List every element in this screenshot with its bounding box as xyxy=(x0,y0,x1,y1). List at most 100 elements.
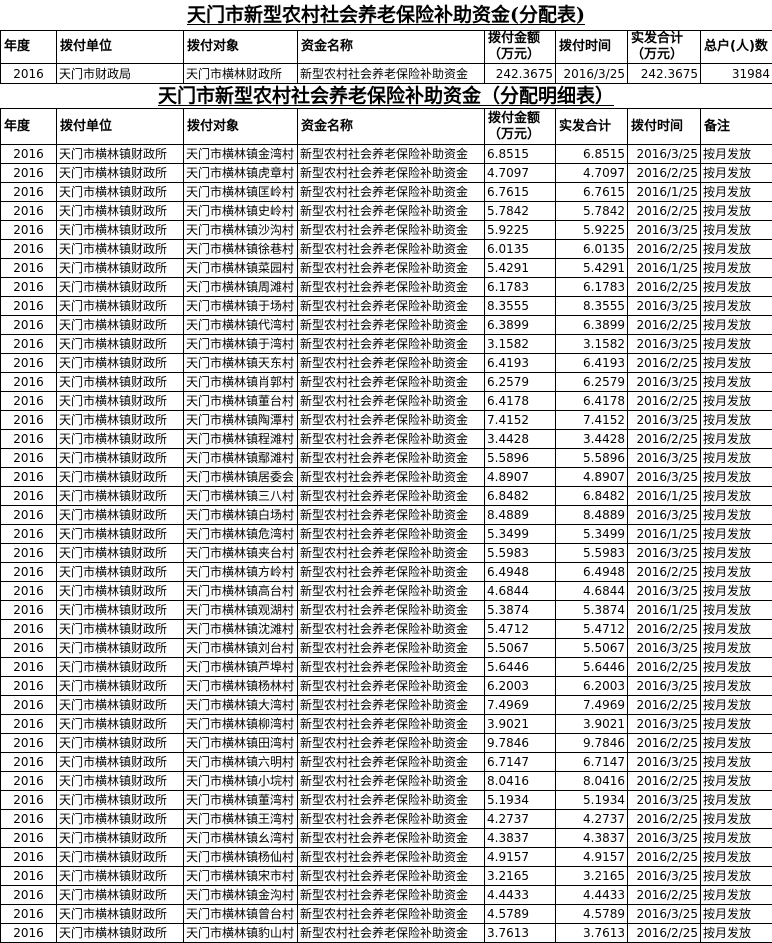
cell-fund: 新型农村社会养老保险补助资金 xyxy=(298,544,485,563)
cell-date: 2016/3/25 xyxy=(628,221,701,240)
cell-target: 天门市横林镇豹山村 xyxy=(184,924,298,943)
cell-note: 按月发放 xyxy=(701,810,772,829)
cell-note: 按月发放 xyxy=(701,696,772,715)
detail-title: 天门市新型农村社会养老保险补助资金（分配明细表） xyxy=(0,84,772,108)
cell-fund: 新型农村社会养老保险补助资金 xyxy=(298,753,485,772)
cell-year: 2016 xyxy=(1,221,57,240)
cell-fund: 新型农村社会养老保险补助资金 xyxy=(298,468,485,487)
cell-date: 2016/2/25 xyxy=(628,658,701,677)
cell-unit: 天门市横林镇财政所 xyxy=(57,506,184,525)
summary-header-row: 年度 拨付单位 拨付对象 资金名称 拨付金额（万元） 拨付时间 实发合计（万元）… xyxy=(1,31,772,64)
cell-fund: 新型农村社会养老保险补助资金 xyxy=(298,164,485,183)
cell-year: 2016 xyxy=(1,297,57,316)
cell-unit: 天门市横林镇财政所 xyxy=(57,848,184,867)
cell-note: 按月发放 xyxy=(701,145,772,164)
cell-unit: 天门市横林镇财政所 xyxy=(57,411,184,430)
cell-note: 按月发放 xyxy=(701,677,772,696)
cell-note: 按月发放 xyxy=(701,202,772,221)
cell-note: 按月发放 xyxy=(701,563,772,582)
cell-target: 天门市横林镇杨林村 xyxy=(184,677,298,696)
cell-date: 2016/3/25 xyxy=(556,64,628,84)
summary-title: 天门市新型农村社会养老保险补助资金(分配表) xyxy=(0,0,772,30)
cell-year: 2016 xyxy=(1,240,57,259)
cell-amount: 3.1582 xyxy=(485,335,556,354)
cell-date: 2016/3/25 xyxy=(628,905,701,924)
cell-year: 2016 xyxy=(1,715,57,734)
cell-date: 2016/2/25 xyxy=(628,772,701,791)
cell-target: 天门市横林镇观湖村 xyxy=(184,601,298,620)
cell-date: 2016/3/25 xyxy=(628,449,701,468)
cell-fund: 新型农村社会养老保险补助资金 xyxy=(298,373,485,392)
cell-total: 9.7846 xyxy=(556,734,628,753)
cell-amount: 4.9157 xyxy=(485,848,556,867)
cell-total: 6.2003 xyxy=(556,677,628,696)
cell-fund: 新型农村社会养老保险补助资金 xyxy=(298,240,485,259)
cell-total: 5.5067 xyxy=(556,639,628,658)
cell-date: 2016/3/25 xyxy=(628,791,701,810)
cell-unit: 天门市横林镇财政所 xyxy=(57,639,184,658)
cell-fund: 新型农村社会养老保险补助资金 xyxy=(298,297,485,316)
header-amount: 拨付金额（万元） xyxy=(485,109,556,145)
cell-amount: 8.0416 xyxy=(485,772,556,791)
cell-unit: 天门市横林镇财政所 xyxy=(57,449,184,468)
cell-date: 2016/3/25 xyxy=(628,677,701,696)
cell-target: 天门市横林镇程滩村 xyxy=(184,430,298,449)
cell-note: 按月发放 xyxy=(701,924,772,943)
cell-year: 2016 xyxy=(1,924,57,943)
cell-total: 242.3675 xyxy=(628,64,701,84)
cell-date: 2016/3/25 xyxy=(628,715,701,734)
cell-target: 天门市横林镇董台村 xyxy=(184,392,298,411)
summary-table: 年度 拨付单位 拨付对象 资金名称 拨付金额（万元） 拨付时间 实发合计（万元）… xyxy=(0,30,772,84)
cell-note: 按月发放 xyxy=(701,354,772,373)
cell-note: 按月发放 xyxy=(701,848,772,867)
cell-fund: 新型农村社会养老保险补助资金 xyxy=(298,601,485,620)
cell-amount: 5.9225 xyxy=(485,221,556,240)
cell-date: 2016/3/25 xyxy=(628,867,701,886)
cell-note: 按月发放 xyxy=(701,373,772,392)
cell-year: 2016 xyxy=(1,316,57,335)
cell-target: 天门市横林镇徐巷村 xyxy=(184,240,298,259)
cell-total: 4.3837 xyxy=(556,829,628,848)
cell-target: 天门市横林镇于场村 xyxy=(184,297,298,316)
cell-year: 2016 xyxy=(1,145,57,164)
cell-unit: 天门市横林镇财政所 xyxy=(57,867,184,886)
cell-total: 3.1582 xyxy=(556,335,628,354)
cell-fund: 新型农村社会养老保险补助资金 xyxy=(298,810,485,829)
cell-note: 按月发放 xyxy=(701,164,772,183)
cell-unit: 天门市横林镇财政所 xyxy=(57,677,184,696)
cell-date: 2016/1/25 xyxy=(628,601,701,620)
cell-target: 天门市横林镇高台村 xyxy=(184,582,298,601)
cell-fund: 新型农村社会养老保险补助资金 xyxy=(298,354,485,373)
cell-amount: 4.3837 xyxy=(485,829,556,848)
cell-amount: 6.4178 xyxy=(485,392,556,411)
cell-target: 天门市横林镇王湾村 xyxy=(184,810,298,829)
cell-year: 2016 xyxy=(1,468,57,487)
cell-year: 2016 xyxy=(1,164,57,183)
cell-unit: 天门市横林镇财政所 xyxy=(57,829,184,848)
cell-date: 2016/3/25 xyxy=(628,145,701,164)
cell-year: 2016 xyxy=(1,886,57,905)
cell-total: 5.3499 xyxy=(556,525,628,544)
cell-date: 2016/3/25 xyxy=(628,411,701,430)
cell-target: 天门市横林镇宋市村 xyxy=(184,867,298,886)
cell-total: 8.3555 xyxy=(556,297,628,316)
cell-target: 天门市横林镇白场村 xyxy=(184,506,298,525)
cell-total: 8.0416 xyxy=(556,772,628,791)
cell-year: 2016 xyxy=(1,392,57,411)
cell-fund: 新型农村社会养老保险补助资金 xyxy=(298,829,485,848)
cell-total: 6.0135 xyxy=(556,240,628,259)
cell-unit: 天门市横林镇财政所 xyxy=(57,696,184,715)
cell-amount: 5.4712 xyxy=(485,620,556,639)
